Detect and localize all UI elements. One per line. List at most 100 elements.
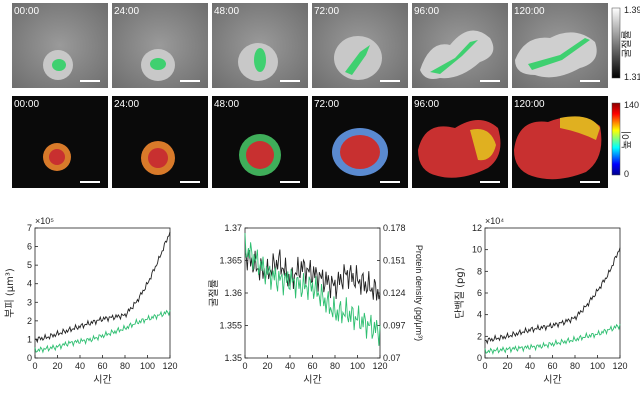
y-tick-label: 6 <box>477 288 482 298</box>
x-tick-label: 60 <box>547 361 557 371</box>
y-right-tick-label: 0.124 <box>383 288 406 298</box>
axes-frame <box>244 227 381 359</box>
y-tick-label: 1.37 <box>224 223 242 233</box>
height-colorbar: 140 0 높이 <box>611 100 639 179</box>
y-tick-label: 1 <box>27 334 32 344</box>
x-tick-label: 20 <box>502 361 512 371</box>
time-label-2: 48:00 <box>214 6 239 17</box>
height-time-label-2: 48:00 <box>214 99 239 110</box>
x-tick-label: 80 <box>570 361 580 371</box>
height-panel-3: 72:00 <box>312 96 408 188</box>
x-tick-label: 120 <box>612 361 627 371</box>
height-time-label-1: 24:00 <box>114 99 139 110</box>
ri-panel-0: 00:00 <box>12 3 108 88</box>
height-colorbar-label: 높이 <box>621 131 633 149</box>
ri-panel-2: 48:00 <box>212 3 308 88</box>
y-tick-label: 1.36 <box>224 288 242 298</box>
ri-colorbar-label: 굴절률 <box>620 30 633 58</box>
height-time-label-5: 120:00 <box>514 99 545 110</box>
height-image-row: 00:00 24:00 48:00 72:00 <box>12 96 608 188</box>
y-axis-label: 단백질 (pg) <box>454 267 466 318</box>
height-time-label-4: 96:00 <box>414 99 439 110</box>
height-panel-0: 00:00 <box>12 96 108 188</box>
time-label-5: 120:00 <box>514 6 545 17</box>
y-tick-label: 0 <box>27 353 32 363</box>
x-axis-label: 시간 <box>93 374 111 386</box>
x-tick-label: 20 <box>52 361 62 371</box>
x-tick-label: 100 <box>590 361 605 371</box>
y-tick-label: 4 <box>27 279 32 289</box>
y-tick-label: 5 <box>27 260 32 270</box>
time-label-1: 24:00 <box>114 6 139 17</box>
y-tick-label: 8 <box>477 266 482 276</box>
ri-panel-5: 120:00 <box>512 3 608 88</box>
y-tick-label: 3 <box>27 297 32 307</box>
x-tick-label: 60 <box>307 361 317 371</box>
ri-panel-1: 24:00 <box>112 3 208 88</box>
y-right-tick-label: 0.097 <box>383 321 406 331</box>
y-tick-label: 7 <box>27 223 32 233</box>
series-line-black <box>34 231 171 344</box>
y-tick-label: 4 <box>477 310 482 320</box>
y-tick-label: 1.35 <box>224 353 242 363</box>
axes-frame <box>34 227 171 359</box>
y-tick-label: 6 <box>27 242 32 252</box>
y-tick-label: 10 <box>472 245 482 255</box>
y-right-tick-label: 0.07 <box>383 353 401 363</box>
x-axis-label: 시간 <box>303 374 321 386</box>
ri-panel-4: 96:00 <box>412 3 508 88</box>
x-tick-label: 40 <box>285 361 295 371</box>
series-line-green <box>484 323 621 355</box>
protein-mass-chart: 0 20 40 60 80 100 120 0 2 4 6 8 10 12×10⁴ 시간 단백질 (pg) <box>454 216 628 386</box>
ri-panel-3: 72:00 <box>312 3 408 88</box>
x-tick-label: 20 <box>262 361 272 371</box>
axis-multiplier: ×10⁵ <box>35 216 54 226</box>
y-right-tick-label: 0.178 <box>383 223 406 233</box>
x-tick-label: 80 <box>120 361 130 371</box>
series-line-black <box>484 247 621 345</box>
y-right-axis-label: Protein density (pg/μm³) <box>414 245 424 341</box>
x-tick-label: 100 <box>350 361 365 371</box>
x-tick-label: 100 <box>140 361 155 371</box>
x-tick-label: 0 <box>482 361 487 371</box>
refractive-index-chart: 0 20 40 60 80 100 120 1.35 1.355 1.36 1.365 1.37 0.0… <box>207 223 424 386</box>
x-tick-label: 0 <box>32 361 37 371</box>
y-right-tick-label: 0.151 <box>383 256 406 266</box>
time-label-3: 72:00 <box>314 6 339 17</box>
y-tick-label: 0 <box>477 353 482 363</box>
series-line-green <box>244 232 381 346</box>
x-axis-label: 시간 <box>543 374 561 386</box>
axis-multiplier: ×10⁴ <box>485 216 504 226</box>
y-tick-label: 2 <box>27 316 32 326</box>
x-tick-label: 0 <box>242 361 247 371</box>
x-tick-label: 40 <box>525 361 535 371</box>
height-panel-4: 96:00 <box>412 96 508 188</box>
ri-image-row: 00:00 24:00 48:00 72:00 <box>12 3 608 88</box>
time-label-0: 00:00 <box>14 6 39 17</box>
height-panel-5: 120:00 <box>512 96 608 188</box>
y-axis-label: 굴절률 <box>207 279 220 307</box>
x-tick-label: 120 <box>372 361 387 371</box>
y-tick-label: 12 <box>472 223 482 233</box>
ri-colorbar-max: 1.39 <box>624 5 640 15</box>
height-colorbar-max: 140 <box>624 100 639 110</box>
height-time-label-3: 72:00 <box>314 99 339 110</box>
x-tick-label: 60 <box>97 361 107 371</box>
series-line-black <box>244 249 381 301</box>
volume-chart: 0 20 40 60 80 100 120 0 1 2 3 4 5 6 7×10⁵ 시간 부피 (μm³) <box>4 216 178 386</box>
ri-colorbar-min: 1.31 <box>624 72 640 82</box>
y-tick-label: 1.355 <box>219 321 242 331</box>
height-panel-1: 24:00 <box>112 96 208 188</box>
height-colorbar-min: 0 <box>624 169 629 179</box>
y-tick-label: 1.365 <box>219 256 242 266</box>
x-tick-label: 120 <box>162 361 177 371</box>
ri-colorbar: 1.39 1.31 굴절률 <box>611 5 640 82</box>
x-tick-label: 40 <box>75 361 85 371</box>
x-tick-label: 80 <box>330 361 340 371</box>
height-time-label-0: 00:00 <box>14 99 39 110</box>
height-panel-2: 48:00 <box>212 96 308 188</box>
series-line-green <box>34 309 171 354</box>
y-axis-label: 부피 (μm³) <box>4 268 16 318</box>
y-tick-label: 2 <box>477 331 482 341</box>
time-label-4: 96:00 <box>414 6 439 17</box>
